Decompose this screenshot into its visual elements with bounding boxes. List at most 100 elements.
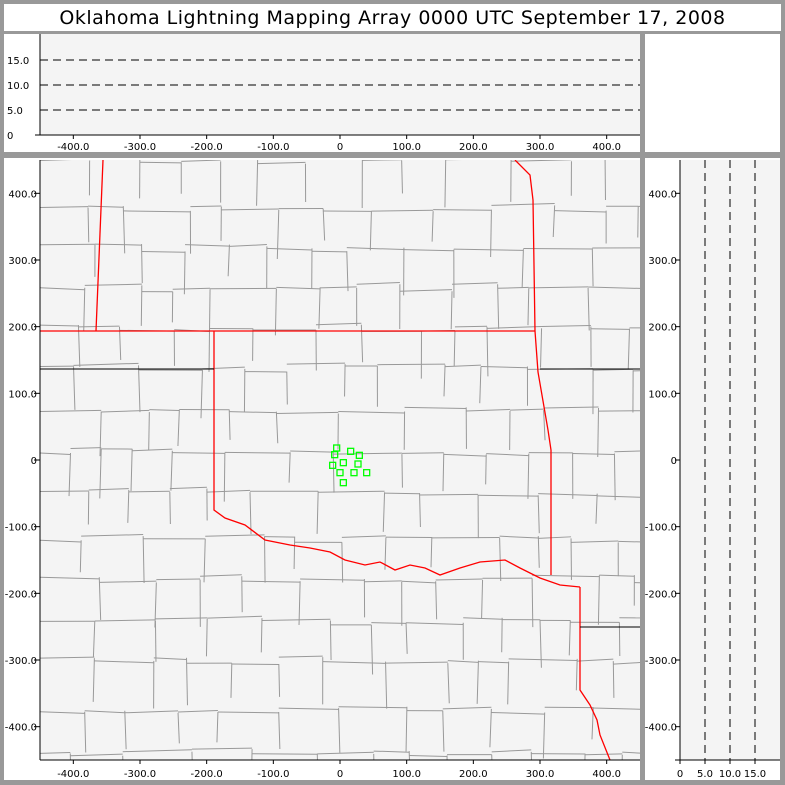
county-line xyxy=(401,454,403,488)
county-line xyxy=(543,406,599,409)
top-x-tick-label: -300.0 xyxy=(124,142,156,153)
county-line xyxy=(241,580,301,583)
county-line xyxy=(338,708,341,753)
county-line xyxy=(40,287,85,291)
county-line xyxy=(169,491,171,525)
county-line xyxy=(370,624,374,675)
county-line xyxy=(538,493,598,497)
county-line xyxy=(509,408,544,411)
county-line xyxy=(442,710,445,752)
county-line xyxy=(364,580,402,583)
county-line xyxy=(186,657,188,706)
county-line xyxy=(575,658,578,691)
county-line xyxy=(480,365,528,369)
county-line xyxy=(149,409,180,412)
top-x-tick-label: 0 xyxy=(337,142,343,153)
map-area xyxy=(40,157,644,760)
map-x-tick-label: 400.0 xyxy=(592,769,621,780)
county-line xyxy=(453,331,456,367)
county-line xyxy=(599,574,635,577)
county-line xyxy=(478,661,509,664)
county-line xyxy=(128,490,170,493)
county-line xyxy=(288,452,291,483)
top-x-tick-label: 100.0 xyxy=(392,142,421,153)
county-line xyxy=(68,452,72,497)
county-line xyxy=(40,711,85,714)
county-line xyxy=(537,495,540,534)
county-line xyxy=(371,622,407,624)
county-line xyxy=(40,656,95,659)
county-line xyxy=(73,366,76,410)
county-line xyxy=(170,450,173,491)
county-line xyxy=(537,536,540,568)
county-line xyxy=(317,751,374,755)
county-line xyxy=(92,658,95,702)
county-line xyxy=(385,661,448,664)
county-line xyxy=(148,412,150,451)
county-line xyxy=(532,574,600,578)
county-line xyxy=(40,539,82,543)
map-x-tick-label: 0 xyxy=(337,769,343,780)
county-line xyxy=(341,542,344,583)
county-line xyxy=(169,486,207,490)
county-line xyxy=(94,619,156,622)
county-line xyxy=(613,662,640,665)
county-line xyxy=(140,285,143,326)
oklahoma-border xyxy=(95,160,104,332)
county-line xyxy=(442,706,492,710)
county-line xyxy=(587,287,590,331)
county-line xyxy=(221,208,279,211)
right-y-tick-label: 0 xyxy=(671,456,677,467)
county-line xyxy=(523,247,593,250)
map-x-tick-label: 300.0 xyxy=(526,769,555,780)
county-line xyxy=(435,581,438,620)
county-line xyxy=(450,291,453,330)
top-x-tick-label: 400.0 xyxy=(592,142,621,153)
county-line xyxy=(433,209,492,211)
county-line xyxy=(40,752,71,754)
county-line xyxy=(124,710,127,750)
station-marker xyxy=(350,469,358,477)
county-line xyxy=(278,664,281,697)
county-line xyxy=(489,708,492,748)
right-x-tick-label: 10.0 xyxy=(719,769,741,780)
station-marker xyxy=(333,444,341,452)
county-line xyxy=(138,365,141,413)
county-line xyxy=(486,453,529,457)
county-line xyxy=(298,581,301,626)
county-line xyxy=(406,622,464,625)
county-line xyxy=(207,615,262,619)
county-line xyxy=(384,492,420,495)
county-line xyxy=(542,712,546,759)
county-line xyxy=(88,205,124,208)
oklahoma-border xyxy=(579,587,611,760)
county-line xyxy=(373,750,410,753)
county-line xyxy=(643,664,644,707)
county-line xyxy=(266,247,312,251)
county-line xyxy=(90,157,140,159)
county-line xyxy=(99,580,157,583)
county-line xyxy=(430,537,433,568)
county-line xyxy=(70,447,102,449)
county-line xyxy=(181,160,221,162)
county-line xyxy=(346,247,404,251)
county-line xyxy=(256,160,259,206)
county-line xyxy=(405,706,408,752)
county-line xyxy=(315,322,362,326)
county-line xyxy=(466,408,511,412)
county-line xyxy=(227,244,230,277)
county-line xyxy=(490,209,492,257)
county-line xyxy=(249,492,252,535)
county-line xyxy=(530,751,532,760)
county-line xyxy=(286,371,288,405)
county-line xyxy=(585,753,623,756)
right-y-tick-label: 100.0 xyxy=(648,389,677,400)
county-line xyxy=(77,325,81,367)
county-line xyxy=(190,205,222,208)
right-y-tick-label: 200.0 xyxy=(648,323,677,334)
county-line xyxy=(316,753,318,760)
station-marker xyxy=(354,460,362,468)
county-line xyxy=(278,712,281,750)
county-line xyxy=(142,536,145,583)
county-line xyxy=(491,749,532,753)
